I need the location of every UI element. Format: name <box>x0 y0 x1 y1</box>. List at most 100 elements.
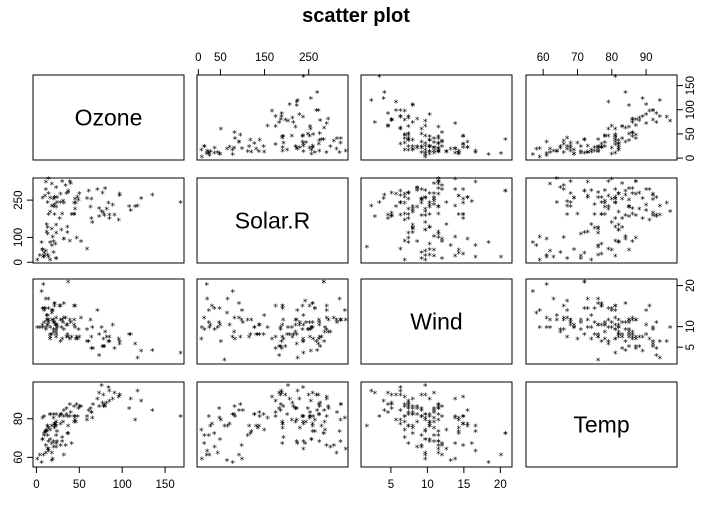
point-solar-r-vs-temp: * <box>599 211 604 221</box>
point-solar-r-vs-ozone: * <box>75 235 80 245</box>
point-ozone-vs-solar-r: * <box>232 145 237 155</box>
point-solar-r-vs-wind: * <box>419 196 424 206</box>
point-temp-vs-solar-r: * <box>309 436 314 446</box>
point-solar-r-vs-temp: * <box>658 212 663 222</box>
point-temp-vs-solar-r: * <box>202 440 207 450</box>
point-ozone-vs-solar-r: * <box>314 108 319 118</box>
point-temp-vs-ozone: * <box>52 421 57 431</box>
point-ozone-vs-temp: * <box>586 149 591 159</box>
point-solar-r-vs-wind: * <box>432 194 437 204</box>
point-wind-vs-solar-r: * <box>301 338 306 348</box>
point-ozone-vs-wind: * <box>423 143 428 153</box>
point-wind-vs-temp: * <box>637 343 642 353</box>
point-solar-r-vs-wind: * <box>403 211 408 221</box>
point-temp-vs-solar-r: * <box>280 390 285 400</box>
point-ozone-vs-solar-r: * <box>204 151 209 161</box>
point-temp-vs-solar-r: * <box>317 402 322 412</box>
point-wind-vs-solar-r: * <box>344 317 349 327</box>
point-ozone-vs-solar-r: * <box>291 119 296 129</box>
point-wind-vs-temp: * <box>627 329 632 339</box>
point-ozone-vs-solar-r: * <box>290 133 295 143</box>
point-ozone-vs-temp: * <box>548 146 553 156</box>
point-wind-vs-ozone: * <box>69 319 74 329</box>
point-solar-r-vs-ozone: * <box>50 243 55 253</box>
point-solar-r-vs-ozone: * <box>46 191 51 201</box>
point-temp-vs-ozone: * <box>97 404 102 414</box>
point-solar-r-vs-wind: * <box>473 242 478 252</box>
point-temp-vs-wind: * <box>419 442 424 452</box>
point-ozone-vs-temp: * <box>599 144 604 154</box>
point-ozone-vs-temp: * <box>586 150 591 160</box>
point-ozone-vs-solar-r: * <box>300 139 305 149</box>
point-temp-vs-solar-r: * <box>317 404 322 414</box>
point-wind-vs-temp: * <box>637 334 642 344</box>
point-solar-r-vs-temp: * <box>627 203 632 213</box>
point-temp-vs-solar-r: * <box>295 417 300 427</box>
point-temp-vs-solar-r: * <box>208 423 213 433</box>
point-solar-r-vs-ozone: * <box>89 215 94 225</box>
point-temp-vs-wind: * <box>423 429 428 439</box>
point-wind-vs-temp: * <box>613 303 618 313</box>
point-temp-vs-solar-r: * <box>297 396 302 406</box>
point-temp-vs-ozone: * <box>91 402 96 412</box>
point-wind-vs-temp: * <box>664 338 669 348</box>
point-wind-vs-solar-r: * <box>290 334 295 344</box>
point-wind-vs-ozone: * <box>72 317 77 327</box>
point-wind-vs-temp: * <box>634 334 639 344</box>
point-temp-vs-wind: * <box>440 404 445 414</box>
point-solar-r-vs-temp: * <box>613 194 618 204</box>
point-temp-vs-wind: * <box>411 411 416 421</box>
point-solar-r-vs-temp: * <box>586 179 591 189</box>
point-solar-r-vs-ozone: * <box>60 211 65 221</box>
point-ozone-vs-solar-r: * <box>301 143 306 153</box>
point-ozone-vs-solar-r: * <box>326 116 331 126</box>
point-solar-r-vs-ozone: * <box>62 236 67 246</box>
point-wind-vs-temp: * <box>596 296 601 306</box>
point-solar-r-vs-temp: * <box>534 243 539 253</box>
point-temp-vs-wind: * <box>473 423 478 433</box>
point-temp-vs-ozone: * <box>52 425 57 435</box>
point-ozone-vs-solar-r: * <box>252 141 257 151</box>
point-wind-vs-temp: * <box>654 319 659 329</box>
point-wind-vs-solar-r: * <box>321 279 326 289</box>
point-ozone-vs-wind: * <box>386 123 391 133</box>
point-temp-vs-solar-r: * <box>301 413 306 423</box>
point-solar-r-vs-temp: * <box>620 224 625 234</box>
point-wind-vs-temp: * <box>558 329 563 339</box>
point-ozone-vs-temp: * <box>568 143 573 153</box>
point-wind-vs-temp: * <box>555 312 560 322</box>
point-ozone-vs-temp: * <box>630 116 635 126</box>
point-wind-vs-temp: * <box>627 343 632 353</box>
point-solar-r-vs-ozone: * <box>68 178 73 188</box>
point-ozone-vs-temp: * <box>531 152 536 162</box>
point-temp-vs-wind: * <box>456 425 461 435</box>
point-solar-r-vs-temp: * <box>555 200 560 210</box>
point-temp-vs-wind: * <box>386 409 391 419</box>
point-ozone-vs-wind: * <box>427 148 432 158</box>
point-ozone-vs-wind: * <box>423 151 428 161</box>
point-wind-vs-ozone: * <box>127 331 132 341</box>
point-ozone-vs-wind: * <box>423 141 428 151</box>
point-ozone-vs-solar-r: * <box>207 153 212 163</box>
point-solar-r-vs-temp: * <box>651 191 656 201</box>
point-solar-r-vs-temp: * <box>644 207 649 217</box>
point-wind-vs-temp: * <box>610 324 615 334</box>
point-ozone-vs-wind: * <box>448 146 453 156</box>
point-ozone-vs-solar-r: * <box>249 149 254 159</box>
point-ozone-vs-solar-r: * <box>293 143 298 153</box>
point-temp-vs-wind: * <box>406 402 411 412</box>
point-solar-r-vs-ozone: * <box>44 187 49 197</box>
point-temp-vs-wind: * <box>419 413 424 423</box>
point-solar-r-vs-ozone: * <box>117 192 122 202</box>
point-ozone-vs-temp: * <box>603 133 608 143</box>
point-solar-r-vs-temp: * <box>603 212 608 222</box>
point-ozone-vs-temp: * <box>613 142 618 152</box>
point-wind-vs-temp: * <box>647 303 652 313</box>
point-temp-vs-solar-r: * <box>232 411 237 421</box>
point-solar-r-vs-temp: * <box>640 195 645 205</box>
point-solar-r-vs-wind: * <box>411 205 416 215</box>
point-wind-vs-temp: * <box>565 298 570 308</box>
point-solar-r-vs-wind: * <box>436 191 441 201</box>
point-temp-vs-ozone: * <box>89 409 94 419</box>
point-solar-r-vs-ozone: * <box>105 206 110 216</box>
